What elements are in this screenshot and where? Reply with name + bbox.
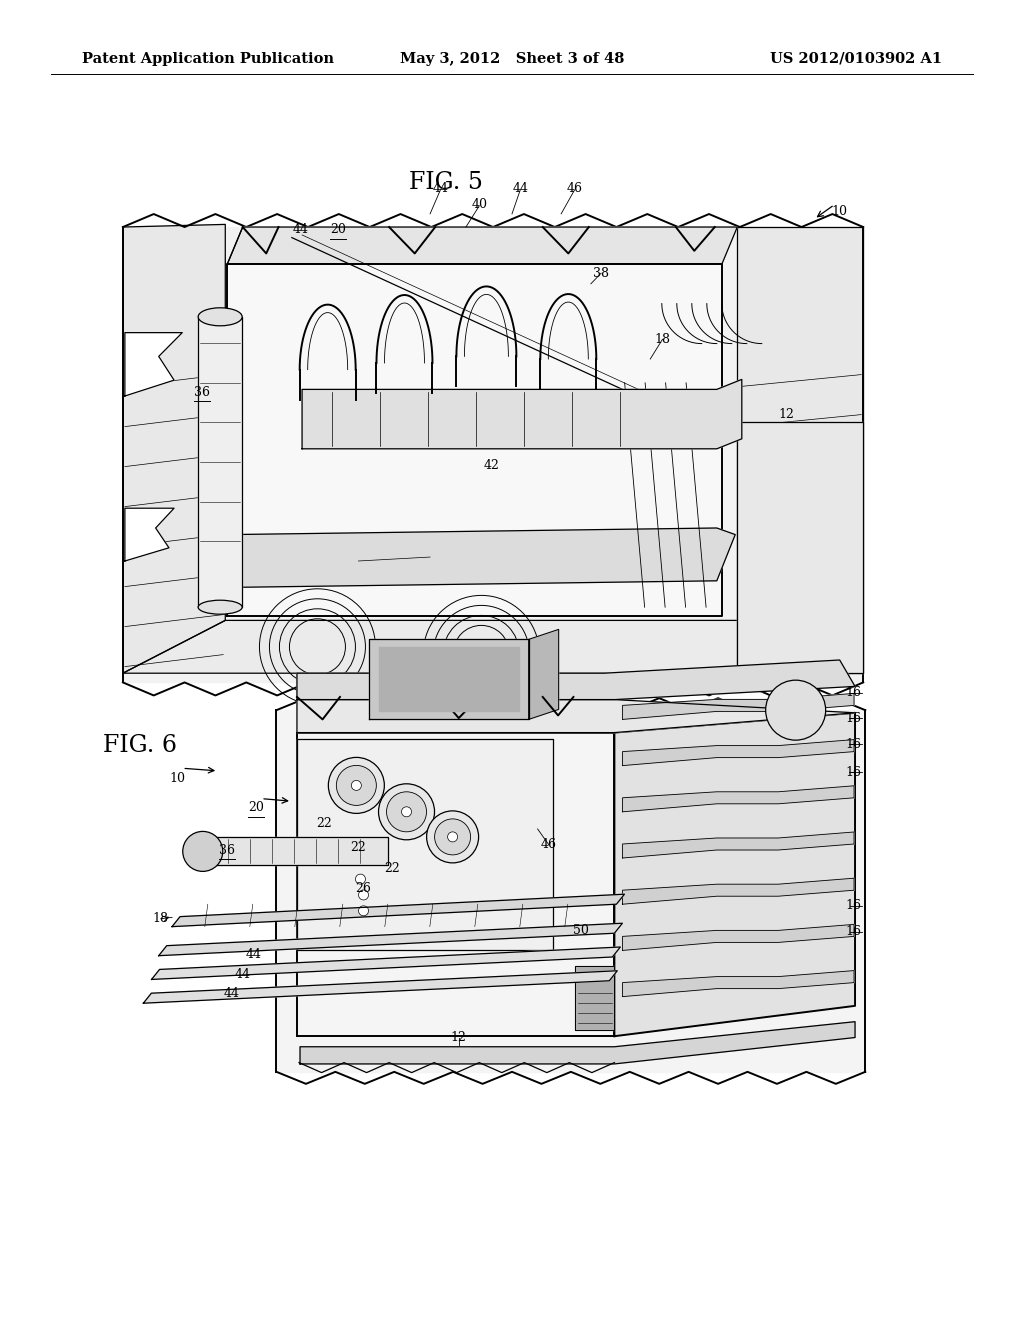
Circle shape [355, 874, 366, 884]
Text: 12: 12 [778, 408, 795, 421]
Text: 46: 46 [566, 182, 583, 195]
Ellipse shape [199, 308, 242, 326]
Text: 10: 10 [831, 205, 848, 218]
Text: 18: 18 [153, 912, 169, 925]
Text: 44: 44 [512, 182, 528, 195]
Circle shape [351, 780, 361, 791]
Polygon shape [302, 379, 741, 449]
Polygon shape [737, 422, 863, 673]
Polygon shape [276, 710, 865, 1072]
Text: US 2012/0103902 A1: US 2012/0103902 A1 [770, 51, 942, 66]
Polygon shape [297, 660, 855, 700]
Polygon shape [575, 966, 614, 1030]
Text: 22: 22 [350, 841, 367, 854]
Polygon shape [369, 639, 528, 719]
Text: 22: 22 [315, 817, 332, 830]
Polygon shape [300, 1022, 855, 1064]
Circle shape [182, 832, 223, 871]
Text: 44: 44 [293, 223, 309, 236]
Polygon shape [152, 946, 621, 979]
Polygon shape [614, 713, 855, 1036]
Circle shape [358, 890, 369, 900]
Text: 38: 38 [593, 267, 609, 280]
Circle shape [336, 766, 377, 805]
Text: 16: 16 [845, 899, 861, 912]
Polygon shape [623, 924, 854, 950]
Circle shape [447, 832, 458, 842]
Text: 44: 44 [223, 987, 240, 1001]
Text: 26: 26 [355, 882, 372, 895]
Text: 36: 36 [219, 843, 236, 857]
Polygon shape [123, 224, 225, 673]
Polygon shape [230, 528, 735, 587]
Polygon shape [199, 317, 242, 607]
Polygon shape [297, 733, 614, 1036]
Polygon shape [379, 647, 518, 711]
Text: 44: 44 [246, 948, 262, 961]
Circle shape [434, 818, 471, 855]
Text: 12: 12 [451, 1031, 467, 1044]
Text: 16: 16 [845, 711, 861, 725]
Polygon shape [123, 620, 863, 673]
Text: 36: 36 [194, 385, 210, 399]
Text: 18: 18 [654, 333, 671, 346]
Polygon shape [623, 739, 854, 766]
Polygon shape [143, 970, 617, 1003]
Circle shape [379, 784, 434, 840]
Text: 16: 16 [845, 766, 861, 779]
Polygon shape [123, 227, 863, 682]
Text: 44: 44 [432, 182, 449, 195]
Circle shape [358, 906, 369, 916]
Text: 10: 10 [169, 772, 185, 785]
Polygon shape [623, 832, 854, 858]
Polygon shape [737, 227, 863, 673]
Text: 42: 42 [483, 459, 500, 473]
Polygon shape [623, 970, 854, 997]
Circle shape [386, 792, 427, 832]
Polygon shape [125, 333, 182, 396]
Polygon shape [623, 878, 854, 904]
Polygon shape [172, 894, 625, 927]
Polygon shape [297, 700, 855, 733]
Text: 16: 16 [845, 738, 861, 751]
Text: 44: 44 [234, 968, 251, 981]
Text: May 3, 2012   Sheet 3 of 48: May 3, 2012 Sheet 3 of 48 [399, 51, 625, 66]
Text: 50: 50 [572, 924, 589, 937]
Text: 16: 16 [845, 925, 861, 939]
Text: 22: 22 [384, 862, 400, 875]
Polygon shape [623, 693, 854, 719]
Polygon shape [623, 785, 854, 812]
Polygon shape [297, 739, 553, 950]
Polygon shape [203, 837, 388, 866]
Text: 46: 46 [541, 838, 557, 851]
Ellipse shape [199, 601, 242, 614]
Polygon shape [125, 508, 174, 561]
Polygon shape [528, 630, 559, 719]
Text: 20: 20 [248, 801, 264, 814]
Text: FIG. 6: FIG. 6 [103, 734, 177, 758]
Text: 16: 16 [845, 686, 861, 700]
Text: FIG. 5: FIG. 5 [409, 170, 482, 194]
Polygon shape [227, 264, 722, 616]
Circle shape [401, 807, 412, 817]
Circle shape [329, 758, 384, 813]
Circle shape [427, 810, 478, 863]
Polygon shape [159, 923, 623, 956]
Text: Patent Application Publication: Patent Application Publication [82, 51, 334, 66]
Text: 20: 20 [330, 223, 346, 236]
Polygon shape [227, 227, 737, 264]
Circle shape [766, 680, 825, 741]
Text: 40: 40 [471, 198, 487, 211]
